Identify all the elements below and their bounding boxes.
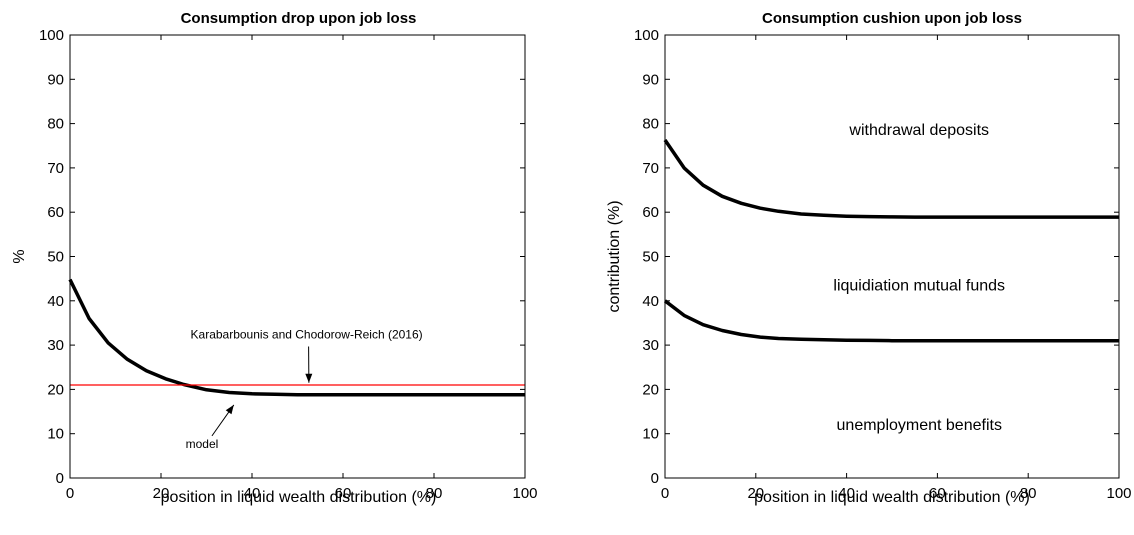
y-tick-label: 90 <box>642 71 659 88</box>
series-line-0 <box>663 139 1119 219</box>
x-tick-label: 60 <box>335 485 352 502</box>
y-tick-label: 90 <box>47 71 64 88</box>
y-tick-label: 100 <box>39 27 64 44</box>
y-tick-label: 20 <box>642 381 659 398</box>
series-line-0 <box>68 278 525 397</box>
region-labels: withdrawal deposits liquidiation mutual … <box>833 122 1005 434</box>
annotations: Karabarbounis and Chodorow-Reich (2016) … <box>186 327 423 450</box>
x-tick-label: 100 <box>512 485 537 502</box>
y-tick-label: 50 <box>47 249 64 266</box>
x-axis-label: position in liquid wealth distribution (… <box>754 489 1030 506</box>
x-tick-label: 20 <box>153 485 170 502</box>
x-tick-label: 80 <box>426 485 443 502</box>
annotation-arrowhead <box>305 373 313 383</box>
x-tick-label: 100 <box>1106 485 1131 502</box>
y-tick-label: 10 <box>642 426 659 443</box>
y-axis-label: % <box>11 249 28 263</box>
x-axis-label: position in liquid wealth distribution (… <box>161 489 437 506</box>
chart-consumption-cushion: Consumption cushion upon job loss positi… <box>606 10 1132 506</box>
plot-frame <box>69 34 526 479</box>
chart-title: Consumption drop upon job loss <box>181 10 417 27</box>
y-tick-label: 60 <box>47 204 64 221</box>
chart-consumption-drop: Consumption drop upon job loss position … <box>11 10 538 506</box>
y-tick-label: 70 <box>642 160 659 177</box>
y-tick-label: 40 <box>47 293 64 310</box>
y-tick-label: 30 <box>642 337 659 354</box>
x-tick-label: 20 <box>747 485 764 502</box>
x-tick-label: 40 <box>838 485 855 502</box>
y-tick-label: 80 <box>47 116 64 133</box>
region-label-unemployment-benefits: unemployment benefits <box>837 417 1002 434</box>
y-tick-label: 80 <box>642 116 659 133</box>
y-tick-label: 50 <box>642 249 659 266</box>
chart-title: Consumption cushion upon job loss <box>762 10 1022 27</box>
series-line-1 <box>663 299 1119 343</box>
region-label-withdrawal-deposits: withdrawal deposits <box>848 122 989 139</box>
model-annotation: model <box>186 437 219 451</box>
y-tick-label: 20 <box>47 381 64 398</box>
x-tick-label: 0 <box>661 485 669 502</box>
y-tick-label: 0 <box>56 470 64 487</box>
x-tick-label: 80 <box>1020 485 1037 502</box>
y-tick-label: 40 <box>642 293 659 310</box>
x-tick-label: 60 <box>929 485 946 502</box>
plot-frame <box>664 34 1120 479</box>
reference-annotation: Karabarbounis and Chodorow-Reich (2016) <box>191 327 423 341</box>
y-tick-label: 70 <box>47 160 64 177</box>
series-lines <box>663 139 1119 343</box>
y-tick-label: 0 <box>651 470 659 487</box>
x-tick-label: 0 <box>66 485 74 502</box>
axis-ticks: 0 20 40 60 80 100 0 10 20 30 40 50 60 70 80 90 100 <box>39 27 538 502</box>
series-lines <box>68 278 525 397</box>
annotation-arrowhead <box>225 404 234 415</box>
y-axis-label: contribution (%) <box>606 200 623 312</box>
y-tick-label: 100 <box>634 27 659 44</box>
y-tick-label: 10 <box>47 426 64 443</box>
y-tick-label: 60 <box>642 204 659 221</box>
region-label-liquidiation-mutual-funds: liquidiation mutual funds <box>833 277 1005 294</box>
x-tick-label: 40 <box>244 485 261 502</box>
y-tick-label: 30 <box>47 337 64 354</box>
